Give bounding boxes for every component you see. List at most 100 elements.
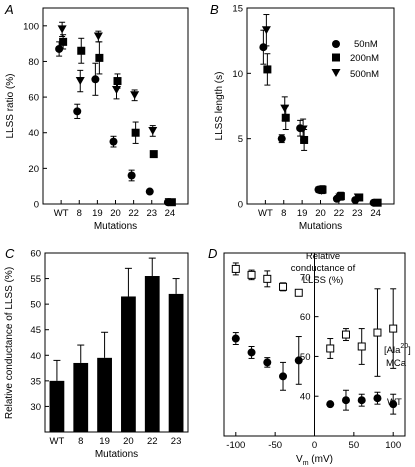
data-point-triangle: [112, 85, 121, 94]
d-inset-label-line3: LLSS (%): [303, 275, 344, 286]
y-tick-label: 50: [300, 352, 311, 363]
x-tick-label: 23: [146, 208, 157, 219]
y-tick-label: 0: [238, 200, 243, 211]
data-point-open-square: [231, 264, 240, 273]
panel-c-frame: [44, 252, 189, 433]
data-point-circle: [373, 394, 382, 403]
panel-d: D Relative conductance of LLSS (%) [Ala2…: [208, 246, 411, 467]
x-tick-label: 8: [77, 208, 82, 219]
y-tick-label: 30: [30, 402, 41, 413]
panel-b-letter: B: [210, 2, 219, 17]
x-tick-label: 50: [349, 440, 360, 451]
data-point-open-square: [263, 274, 272, 283]
y-axis-label: LLSS ratio (%): [5, 73, 16, 138]
data-point-circle: [73, 107, 82, 116]
bar: [121, 296, 136, 432]
x-axis-label: Mutations: [299, 221, 342, 232]
panelB-frame: [246, 7, 395, 205]
panel-b: B 50nM 200nM 500nM 0 5 10 15 WT 8 19 20 22 23 24 Mu…: [210, 2, 395, 232]
data-point-triangle: [75, 77, 85, 86]
x-tick-label: 0: [312, 440, 317, 451]
x-tick-label: 19: [297, 208, 308, 219]
data-point-square: [95, 53, 104, 62]
data-point-circle: [389, 400, 398, 409]
data-point-circle: [247, 348, 256, 357]
data-point-triangle: [317, 186, 326, 195]
bar: [97, 357, 112, 432]
data-point-circle: [277, 134, 286, 143]
y-axis-label: Relative conductance of LLSS (%): [4, 267, 15, 419]
d-series-ala-label-line2: MCa: [386, 358, 407, 369]
data-point-circle: [279, 372, 288, 381]
panel-a-letter: A: [4, 2, 14, 17]
legend-square-marker: [332, 53, 340, 62]
bar: [49, 380, 65, 432]
data-point-triangle: [298, 125, 308, 134]
x-tick-label: 24: [370, 208, 381, 219]
x-tick-label: 20: [110, 208, 121, 219]
x-tick-label: WT: [50, 436, 65, 447]
legend-b: 50nM 200nM 500nM: [331, 39, 379, 80]
data-point-open-square: [247, 270, 256, 279]
legend-label-50nm: 50nM: [354, 39, 378, 50]
y-axis-label: LLSS length (s): [214, 72, 225, 141]
y-tick-label: 100: [23, 21, 39, 32]
x-tick-label: WT: [258, 208, 273, 219]
y-tick-label: 45: [30, 325, 41, 336]
y-tick-label: 70: [300, 272, 311, 283]
x-tick-label: -100: [226, 440, 245, 451]
legend-circle-marker: [332, 40, 340, 48]
data-point-open-square: [279, 282, 288, 291]
panel-a: A 0 20 40 60 80 100 WT 8 19 20 22 23 24 Mutations LLSS…: [4, 2, 189, 232]
y-tick-label: 50: [30, 300, 41, 311]
x-tick-label: 22: [128, 208, 139, 219]
data-point-circle: [109, 137, 118, 146]
y-tick-label: 15: [232, 4, 243, 15]
data-point-open-square: [294, 288, 303, 297]
x-tick-label: 19: [92, 208, 103, 219]
data-point-triangle: [148, 126, 158, 135]
data-point-triangle: [280, 104, 290, 113]
data-point-square: [281, 113, 290, 122]
x-tick-label: 23: [171, 436, 182, 447]
x-axis-label: Mutations: [94, 221, 137, 232]
data-point-triangle: [130, 91, 140, 100]
data-point-square: [59, 37, 68, 46]
x-tick-label: 24: [165, 208, 176, 219]
data-point-open-square: [326, 344, 335, 353]
data-point-open-square: [373, 328, 382, 337]
y-tick-label: 40: [28, 128, 39, 139]
y-tick-label: 60: [300, 312, 311, 323]
legend-triangle-marker: [331, 69, 341, 77]
data-point-circle: [231, 334, 240, 343]
panelA-frame: [42, 7, 189, 205]
data-point-circle: [145, 187, 154, 196]
data-point-square: [77, 46, 86, 55]
y-tick-label: 10: [232, 69, 243, 80]
data-point-circle: [294, 356, 303, 365]
x-axis-label-main: V: [296, 454, 303, 465]
y-tick-label: 80: [28, 57, 39, 68]
y-tick-label: 35: [30, 376, 41, 387]
y-tick-label: 0: [34, 200, 39, 211]
data-point-circle: [55, 44, 64, 53]
data-point-circle: [259, 43, 268, 52]
x-tick-label: 22: [147, 436, 158, 447]
d-series-ala-label: [Ala20]: [384, 343, 411, 356]
data-point-triangle: [93, 32, 103, 41]
bar: [73, 362, 89, 432]
data-point-square: [149, 150, 158, 159]
bar: [168, 293, 184, 432]
data-point-triangle: [261, 26, 271, 35]
x-tick-label: 8: [78, 436, 83, 447]
y-tick-label: 20: [28, 164, 39, 175]
data-point-square: [131, 128, 140, 137]
data-point-circle: [127, 171, 136, 180]
y-tick-label: 40: [300, 392, 311, 403]
data-point-circle: [326, 400, 335, 409]
x-tick-label: 20: [123, 436, 134, 447]
x-tick-label: 23: [352, 208, 363, 219]
y-tick-label: 60: [28, 93, 39, 104]
x-tick-label: 8: [281, 208, 286, 219]
